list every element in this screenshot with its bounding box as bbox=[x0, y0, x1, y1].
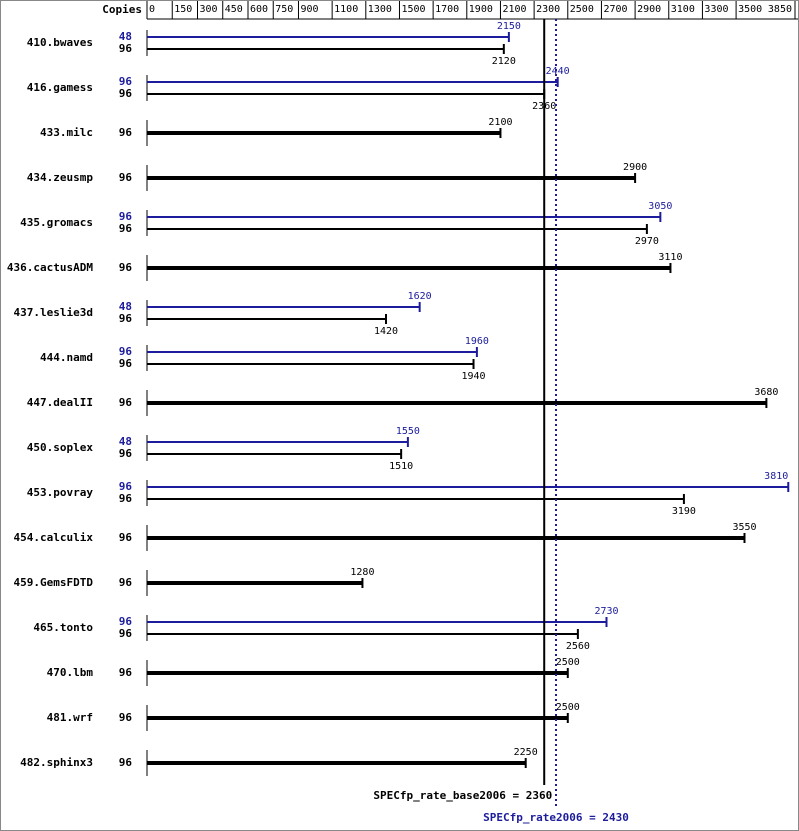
copies: 96 bbox=[119, 357, 133, 370]
x-tick-label: 2500 bbox=[570, 4, 594, 15]
x-tick-label: 2900 bbox=[637, 4, 661, 15]
copies: 96 bbox=[119, 756, 133, 769]
category-label: 437.leslie3d bbox=[14, 306, 93, 319]
copies: 96 bbox=[119, 312, 133, 325]
copies: 96 bbox=[119, 666, 133, 679]
x-tick-label: 300 bbox=[199, 4, 217, 15]
value-label: 3110 bbox=[658, 252, 682, 263]
value-label: 1510 bbox=[389, 461, 413, 472]
x-tick-label: 1700 bbox=[435, 4, 459, 15]
copies: 96 bbox=[119, 447, 133, 460]
value-label: 3680 bbox=[754, 387, 778, 398]
copies: 96 bbox=[119, 480, 133, 493]
category-label: 433.milc bbox=[40, 126, 93, 139]
copies: 96 bbox=[119, 261, 133, 274]
x-tick-label: 1100 bbox=[334, 4, 358, 15]
category-label: 410.bwaves bbox=[27, 36, 93, 49]
copies: 96 bbox=[119, 171, 133, 184]
category-label: 450.soplex bbox=[27, 441, 94, 454]
copies: 96 bbox=[119, 75, 133, 88]
value-label: 2900 bbox=[623, 162, 647, 173]
value-label: 3810 bbox=[764, 471, 788, 482]
copies: 96 bbox=[119, 576, 133, 589]
copies: 96 bbox=[119, 42, 133, 55]
x-tick-label: 3100 bbox=[671, 4, 695, 15]
value-label: 2120 bbox=[492, 56, 516, 67]
copies: 96 bbox=[119, 396, 133, 409]
x-tick-label: 150 bbox=[174, 4, 192, 15]
value-label: 1940 bbox=[461, 371, 485, 382]
copies: 96 bbox=[119, 222, 133, 235]
x-tick-label: 3500 bbox=[738, 4, 762, 15]
x-tick-label: 3850 bbox=[768, 4, 792, 15]
value-label: 3550 bbox=[732, 522, 756, 533]
x-tick-label: 2300 bbox=[536, 4, 560, 15]
category-label: 465.tonto bbox=[33, 621, 93, 634]
x-tick-label: 3300 bbox=[704, 4, 728, 15]
copies: 96 bbox=[119, 711, 133, 724]
value-label: 3050 bbox=[648, 201, 672, 212]
value-label: 2560 bbox=[566, 641, 590, 652]
category-label: 481.wrf bbox=[47, 711, 93, 724]
value-label: 1280 bbox=[350, 567, 374, 578]
x-tick-label: 750 bbox=[275, 4, 293, 15]
copies: 96 bbox=[119, 126, 133, 139]
value-label: 1420 bbox=[374, 326, 398, 337]
category-label: 459.GemsFDTD bbox=[14, 576, 94, 589]
copies: 48 bbox=[119, 300, 132, 313]
value-label: 2250 bbox=[514, 747, 538, 758]
value-label: 2500 bbox=[556, 657, 580, 668]
x-tick-label: 2100 bbox=[502, 4, 526, 15]
x-tick-label: 1300 bbox=[368, 4, 392, 15]
x-tick-label: 450 bbox=[225, 4, 243, 15]
x-tick-label: 900 bbox=[300, 4, 318, 15]
copies: 96 bbox=[119, 615, 133, 628]
value-label: 2970 bbox=[635, 236, 659, 247]
category-label: 470.lbm bbox=[47, 666, 94, 679]
copies: 96 bbox=[119, 492, 133, 505]
copies: 96 bbox=[119, 627, 133, 640]
copies-header: Copies bbox=[102, 3, 142, 16]
copies: 96 bbox=[119, 87, 133, 100]
x-tick-label: 600 bbox=[250, 4, 268, 15]
category-label: 416.gamess bbox=[27, 81, 93, 94]
category-label: 436.cactusADM bbox=[7, 261, 93, 274]
value-label: 2500 bbox=[556, 702, 580, 713]
value-label: 1620 bbox=[408, 291, 432, 302]
category-label: 435.gromacs bbox=[20, 216, 93, 229]
x-tick-label: 1900 bbox=[469, 4, 493, 15]
value-label: 1550 bbox=[396, 426, 420, 437]
copies: 48 bbox=[119, 435, 132, 448]
copies: 48 bbox=[119, 30, 132, 43]
value-label: 2100 bbox=[488, 117, 512, 128]
value-label: 2730 bbox=[594, 606, 618, 617]
value-label: 2150 bbox=[497, 21, 521, 32]
x-tick-label: 1500 bbox=[401, 4, 425, 15]
category-label: 454.calculix bbox=[14, 531, 94, 544]
category-label: 444.namd bbox=[40, 351, 93, 364]
category-label: 447.dealII bbox=[27, 396, 93, 409]
category-label: 482.sphinx3 bbox=[20, 756, 93, 769]
x-tick-label: 2700 bbox=[603, 4, 627, 15]
copies: 96 bbox=[119, 210, 133, 223]
reference-label: SPECfp_rate_base2006 = 2360 bbox=[373, 789, 552, 802]
x-tick-label: 0 bbox=[149, 4, 155, 15]
value-label: 3190 bbox=[672, 506, 696, 517]
category-label: 453.povray bbox=[27, 486, 94, 499]
value-label: 2440 bbox=[546, 66, 570, 77]
category-label: 434.zeusmp bbox=[27, 171, 94, 184]
value-label: 1960 bbox=[465, 336, 489, 347]
copies: 96 bbox=[119, 345, 133, 358]
reference-label: SPECfp_rate2006 = 2430 bbox=[483, 811, 629, 824]
copies: 96 bbox=[119, 531, 133, 544]
